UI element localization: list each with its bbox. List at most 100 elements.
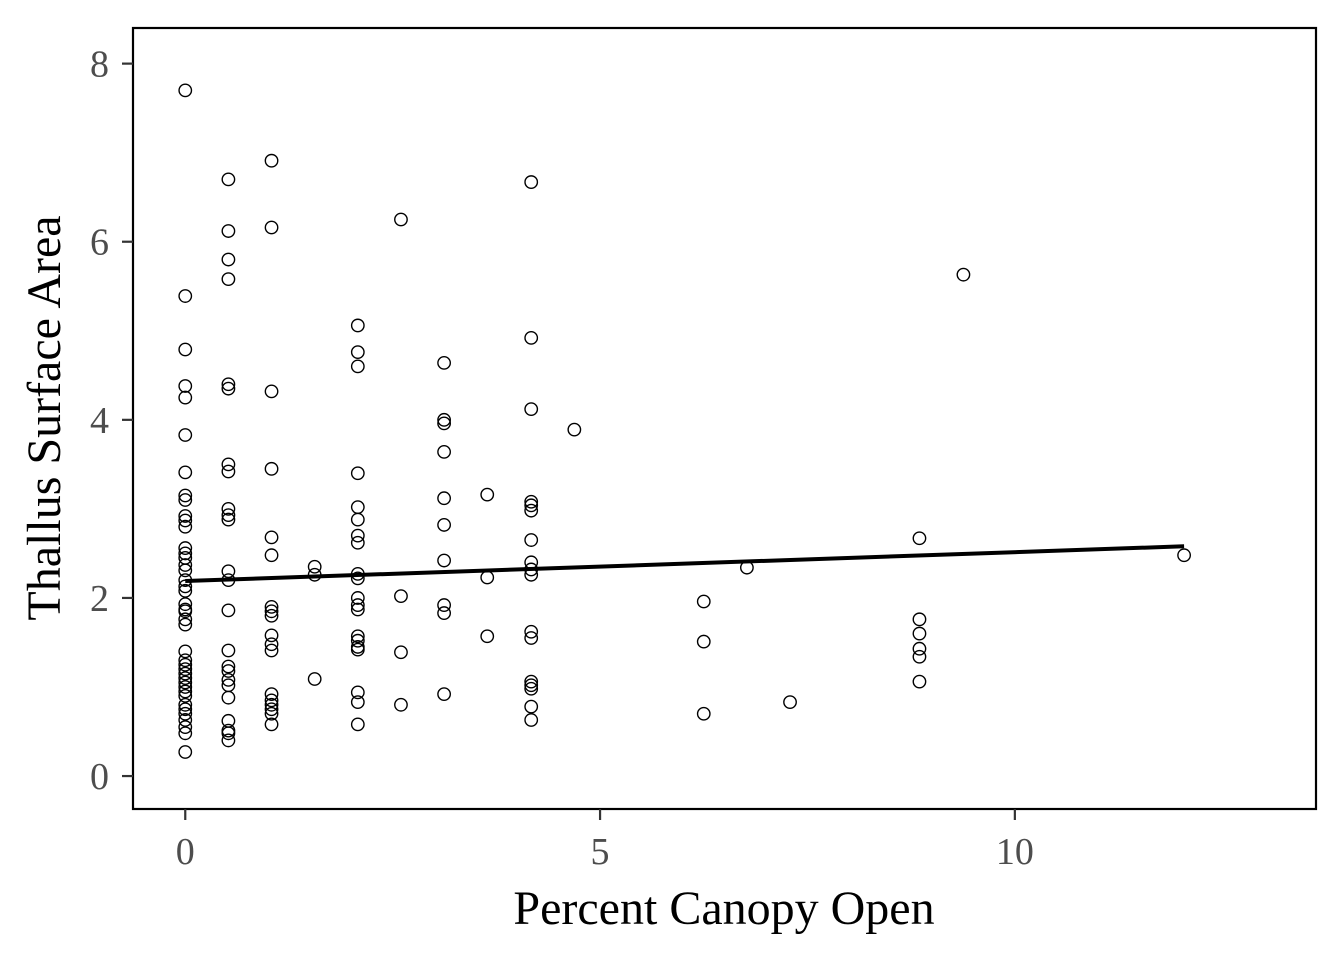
- data-point: [524, 503, 539, 518]
- data-point: [524, 674, 539, 689]
- data-point: [221, 659, 236, 674]
- data-point: [178, 428, 193, 442]
- trend-line: [185, 544, 1185, 584]
- y-tick-label: 2: [90, 578, 109, 620]
- data-point: [264, 702, 279, 717]
- y-axis: 0 2 4 6 8: [90, 44, 133, 798]
- data-point: [350, 642, 365, 657]
- y-tick-label: 4: [90, 400, 109, 442]
- data-point: [178, 657, 193, 672]
- data-point: [221, 464, 236, 479]
- data-point: [437, 598, 451, 612]
- data-point: [783, 695, 797, 710]
- data-point: [437, 687, 451, 702]
- data-point: [221, 252, 236, 267]
- data-point: [178, 558, 193, 572]
- data-point: [350, 629, 365, 644]
- data-point: [264, 693, 279, 708]
- data-point: [178, 689, 193, 703]
- data-point: [221, 381, 236, 396]
- data-point: [350, 598, 365, 612]
- data-point: [264, 384, 279, 399]
- data-point: [221, 726, 236, 741]
- x-axis: 0 5 10: [176, 809, 1034, 873]
- data-point: [437, 416, 451, 431]
- data-point: [524, 494, 539, 509]
- data-point: [178, 541, 193, 555]
- data-point: [264, 608, 279, 623]
- data-point: [264, 643, 279, 658]
- data-point: [350, 633, 365, 648]
- data-point: [350, 717, 365, 732]
- data-point: [221, 643, 236, 658]
- data-point: [264, 637, 279, 652]
- data-point: [567, 422, 582, 437]
- data-point: [264, 530, 279, 545]
- data-point: [178, 513, 193, 528]
- data-point: [178, 519, 193, 534]
- data-point: [221, 501, 236, 516]
- data-point: [912, 612, 927, 627]
- data-point: [178, 563, 193, 578]
- data-point: [350, 602, 365, 617]
- data-point: [524, 681, 539, 696]
- data-point: [264, 604, 279, 619]
- data-point: [350, 359, 365, 374]
- y-tick-label: 0: [90, 756, 109, 798]
- data-point: [437, 444, 451, 459]
- data-point: [178, 680, 193, 694]
- y-tick-label: 8: [90, 44, 109, 86]
- data-point: [524, 175, 539, 189]
- data-point: [178, 706, 193, 721]
- data-point: [350, 685, 365, 700]
- data-point: [178, 342, 193, 357]
- data-point: [394, 212, 408, 227]
- data-point: [178, 465, 193, 480]
- data-point: [307, 559, 322, 574]
- data-point: [350, 535, 365, 550]
- data-point: [221, 512, 236, 527]
- x-tick-label: 5: [591, 831, 610, 873]
- data-point: [1177, 548, 1191, 563]
- data-point: [221, 508, 236, 523]
- data-point: [437, 491, 451, 506]
- data-point: [178, 697, 193, 712]
- data-point: [221, 664, 236, 678]
- data-point: [178, 509, 193, 523]
- data-point: [956, 267, 971, 282]
- data-point: [437, 355, 451, 370]
- data-point: [437, 518, 451, 532]
- data-point: [524, 533, 539, 547]
- data-point: [350, 695, 365, 710]
- data-point: [178, 684, 193, 699]
- data-point: [178, 493, 193, 507]
- data-point: [350, 345, 365, 360]
- data-point: [696, 634, 711, 649]
- data-point: [350, 528, 365, 543]
- data-point: [178, 671, 193, 685]
- data-points: [178, 83, 1191, 759]
- data-point: [178, 83, 193, 98]
- data-point: [178, 644, 193, 659]
- data-point: [178, 604, 193, 619]
- data-point: [178, 597, 193, 612]
- data-point: [524, 498, 539, 513]
- x-axis-title: Percent Canopy Open: [513, 882, 934, 935]
- data-point: [264, 697, 279, 712]
- data-point: [480, 629, 495, 644]
- data-point: [394, 645, 408, 660]
- data-point: [178, 702, 193, 717]
- x-tick-label: 10: [996, 831, 1034, 873]
- data-point: [264, 628, 279, 643]
- data-point: [912, 531, 927, 546]
- data-point: [696, 594, 711, 609]
- data-point: [524, 678, 539, 693]
- data-point: [394, 697, 408, 712]
- data-point: [178, 666, 193, 681]
- data-point: [178, 379, 193, 393]
- data-point: [912, 641, 927, 656]
- data-point: [350, 512, 365, 527]
- y-axis-title: Thallus Surface Area: [18, 215, 71, 620]
- data-point: [221, 377, 236, 392]
